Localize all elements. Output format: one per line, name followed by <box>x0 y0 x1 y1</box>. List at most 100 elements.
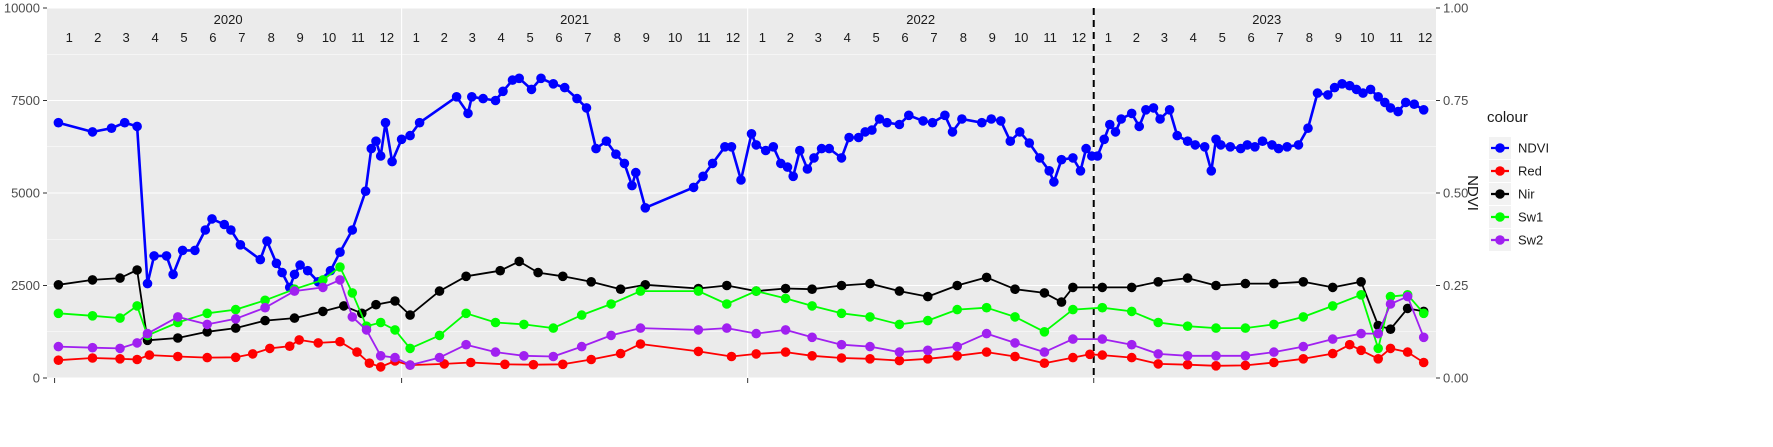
data-point <box>1092 151 1103 161</box>
month-label: 12 <box>1072 30 1086 45</box>
right-y-axis: 0.00 0.25 0.50 0.75 1.00 <box>1436 1 1468 386</box>
data-point <box>318 275 328 285</box>
data-point <box>1402 303 1413 314</box>
data-point <box>615 284 626 295</box>
data-point <box>619 158 630 169</box>
data-point <box>142 278 153 289</box>
data-point <box>795 145 805 156</box>
data-point <box>1039 327 1050 337</box>
data-point <box>1015 127 1025 137</box>
legend-key-point <box>1495 143 1505 153</box>
data-point <box>615 348 626 359</box>
data-point <box>335 262 345 272</box>
data-point <box>375 151 386 161</box>
data-point <box>904 110 914 121</box>
month-label: 2 <box>1133 30 1140 45</box>
data-point <box>371 299 381 310</box>
data-point <box>375 351 386 361</box>
data-point <box>142 328 153 339</box>
month-label: 7 <box>930 30 937 45</box>
data-point <box>1298 277 1309 287</box>
legend-title: colour <box>1487 109 1528 126</box>
data-point <box>927 117 938 128</box>
data-point <box>1327 282 1338 293</box>
data-point <box>986 114 997 124</box>
month-label: 10 <box>1360 30 1374 45</box>
data-point <box>1097 350 1108 360</box>
data-point <box>576 310 587 320</box>
data-point <box>1005 136 1016 146</box>
legend-item-nir: Nir <box>1489 183 1535 205</box>
month-label: 8 <box>960 30 967 45</box>
month-label: 10 <box>668 30 682 45</box>
data-point <box>335 275 345 285</box>
data-point <box>115 343 125 354</box>
legend-item-sw2: Sw2 <box>1489 229 1543 251</box>
data-point <box>1418 308 1429 319</box>
legend-label: NDVI <box>1518 141 1549 156</box>
data-point <box>548 351 559 362</box>
data-point <box>548 79 559 89</box>
month-label: 1 <box>413 30 420 45</box>
data-point <box>1134 121 1144 132</box>
month-label: 5 <box>180 30 187 45</box>
data-point <box>1039 288 1050 298</box>
data-point <box>115 354 125 364</box>
data-point <box>1126 306 1137 317</box>
data-point <box>1097 282 1108 293</box>
data-point <box>519 351 529 361</box>
data-point <box>53 341 64 352</box>
left-tick-label: 5000 <box>11 186 40 201</box>
month-label: 5 <box>873 30 880 45</box>
data-point <box>366 143 377 154</box>
month-label: 8 <box>1306 30 1313 45</box>
data-point <box>318 282 328 293</box>
data-point <box>1105 119 1115 130</box>
series-ndvi <box>53 73 1429 293</box>
data-point <box>635 286 646 296</box>
data-point <box>640 203 651 213</box>
year-label: 2020 <box>214 12 243 27</box>
data-point <box>1409 99 1419 109</box>
data-point <box>981 328 992 339</box>
data-point <box>173 351 183 362</box>
year-label: 2021 <box>560 12 589 27</box>
data-point <box>1298 312 1309 322</box>
month-label: 4 <box>844 30 851 45</box>
data-point <box>894 319 905 330</box>
data-point <box>260 295 270 306</box>
data-point <box>780 347 791 357</box>
data-point <box>115 313 125 323</box>
data-point <box>782 162 793 172</box>
data-point <box>601 136 612 146</box>
legend-key-point <box>1495 166 1505 176</box>
data-point <box>923 354 933 364</box>
data-point <box>514 256 524 267</box>
data-point <box>952 304 962 315</box>
data-point <box>1211 280 1221 291</box>
data-point <box>200 225 211 235</box>
data-point <box>528 359 539 370</box>
data-point <box>1298 354 1309 364</box>
data-point <box>1097 302 1108 313</box>
data-point <box>606 299 616 309</box>
legend-key-point <box>1495 212 1505 222</box>
data-point <box>836 339 847 350</box>
month-label: 11 <box>1389 30 1403 45</box>
month-label: 7 <box>584 30 591 45</box>
data-point <box>230 352 241 363</box>
data-point <box>1337 79 1347 89</box>
month-label: 1 <box>1105 30 1112 45</box>
right-tick-label: 0.00 <box>1443 371 1468 386</box>
data-point <box>87 353 98 363</box>
data-point <box>688 182 699 193</box>
data-point <box>1373 354 1383 364</box>
data-point <box>536 73 546 84</box>
data-point <box>746 129 757 139</box>
data-point <box>461 308 471 319</box>
data-point <box>1418 105 1429 115</box>
data-point <box>1385 299 1396 309</box>
data-point <box>87 311 98 321</box>
data-point <box>289 269 300 280</box>
data-point <box>894 347 905 357</box>
